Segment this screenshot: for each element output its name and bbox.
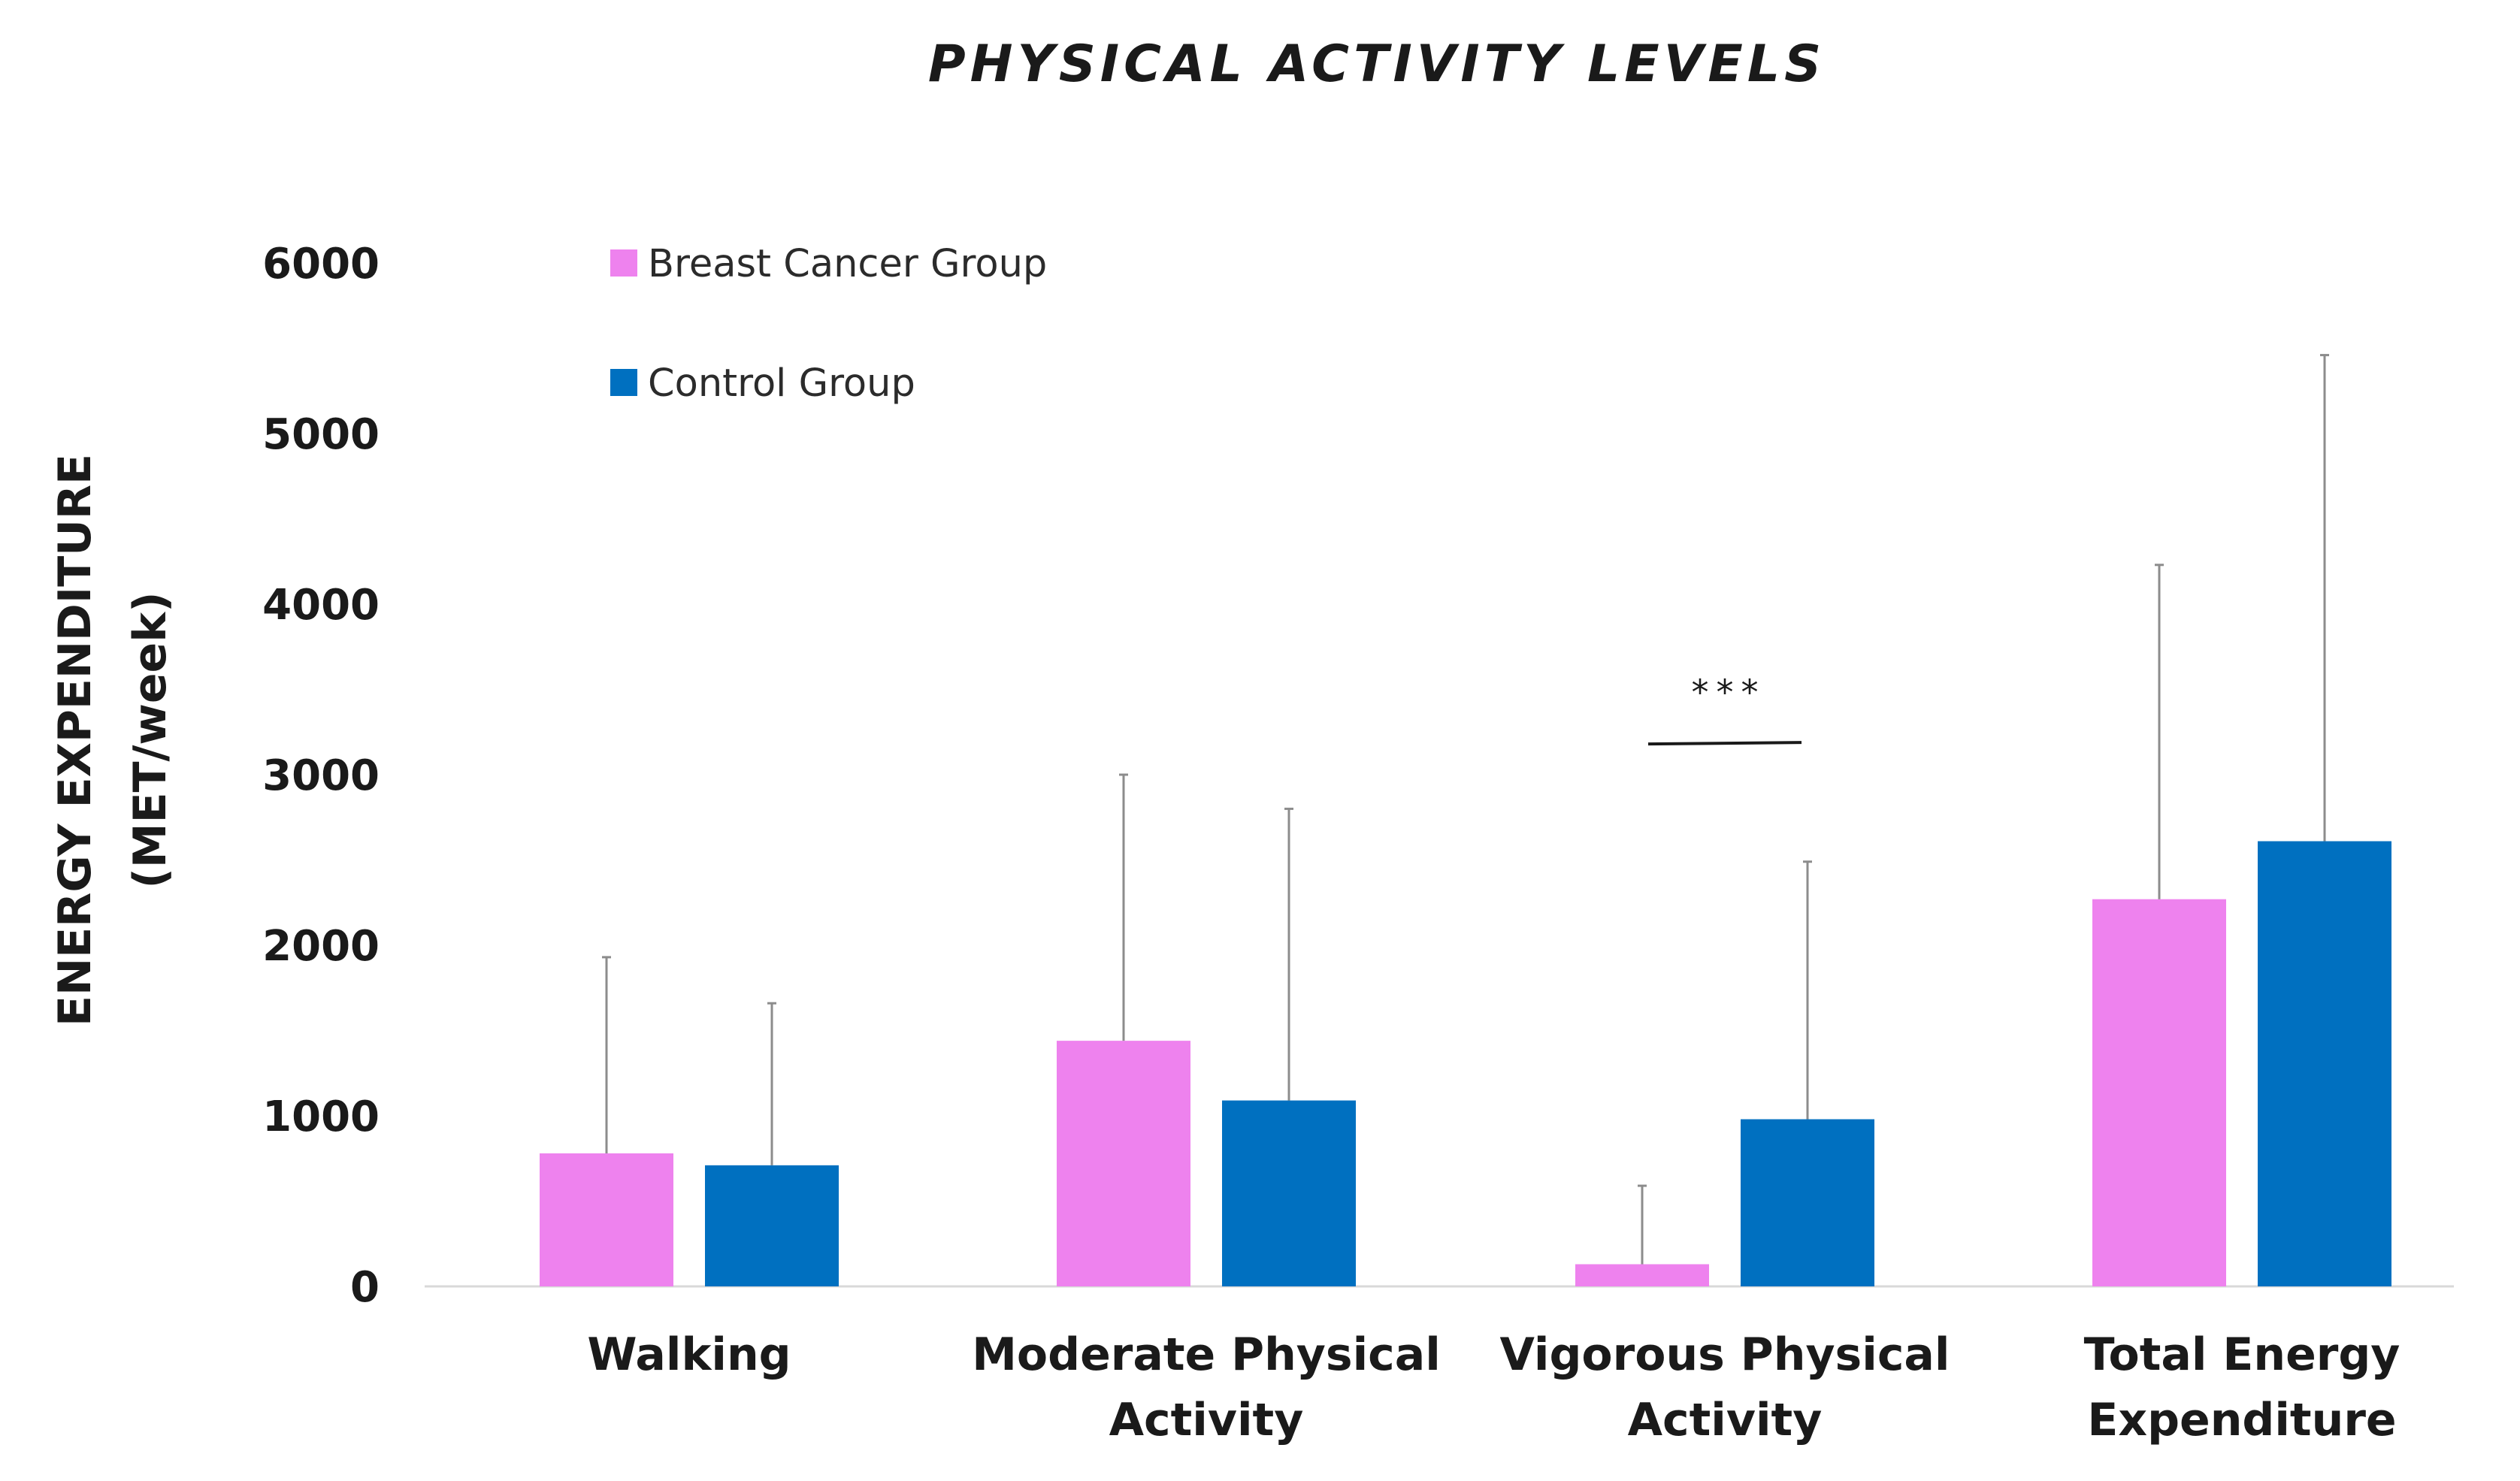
- legend-swatch: [610, 249, 637, 277]
- significance-annotations: ***: [1647, 672, 1802, 746]
- y-tick-label: 6000: [262, 240, 380, 289]
- bar: [1057, 1041, 1190, 1286]
- x-tick-label: Walking: [587, 1328, 791, 1381]
- bars: [540, 841, 2391, 1286]
- chart-title: PHYSICAL ACTIVITY LEVELS: [928, 35, 1826, 94]
- y-axis-label-line1: ENERGY EXPENDITURE: [49, 454, 101, 1026]
- y-tick-label: 5000: [262, 410, 380, 459]
- x-tick-label: Activity: [1628, 1394, 1823, 1446]
- y-tick-labels: 0 1000 2000 3000 4000 5000 6000: [262, 240, 380, 1312]
- bar: [2092, 899, 2226, 1286]
- x-tick-label: Moderate Physical: [972, 1328, 1441, 1381]
- y-tick-label: 1000: [262, 1093, 380, 1141]
- y-tick-label: 0: [350, 1263, 380, 1312]
- significance-bracket: [1647, 741, 1802, 746]
- legend-swatch: [610, 369, 637, 396]
- bar: [1222, 1100, 1356, 1286]
- x-tick-label: Activity: [1109, 1394, 1304, 1446]
- bar: [540, 1153, 673, 1286]
- bar: [1741, 1119, 1874, 1286]
- y-axis-label: ENERGY EXPENDITURE (MET/week): [49, 454, 177, 1026]
- legend-label: Control Group: [648, 361, 915, 406]
- legend-label: Breast Cancer Group: [648, 242, 1047, 286]
- y-tick-label: 3000: [262, 751, 380, 800]
- legend: Breast Cancer Group Control Group: [610, 242, 1047, 406]
- error-bars: [602, 354, 2329, 1265]
- bar: [1575, 1264, 1709, 1286]
- y-tick-label: 4000: [262, 581, 380, 630]
- bar: [705, 1165, 839, 1286]
- significance-label: ***: [1692, 672, 1766, 713]
- x-tick-label: Total Energy: [2084, 1328, 2401, 1381]
- x-tick-label: Vigorous Physical: [1500, 1328, 1950, 1381]
- bar: [2258, 841, 2391, 1286]
- y-axis-label-line2: (MET/week): [124, 591, 177, 888]
- y-tick-label: 2000: [262, 922, 380, 971]
- x-tick-label: Expenditure: [2087, 1394, 2396, 1446]
- x-tick-labels: Walking Moderate Physical Activity Vigorous…: [587, 1328, 2400, 1446]
